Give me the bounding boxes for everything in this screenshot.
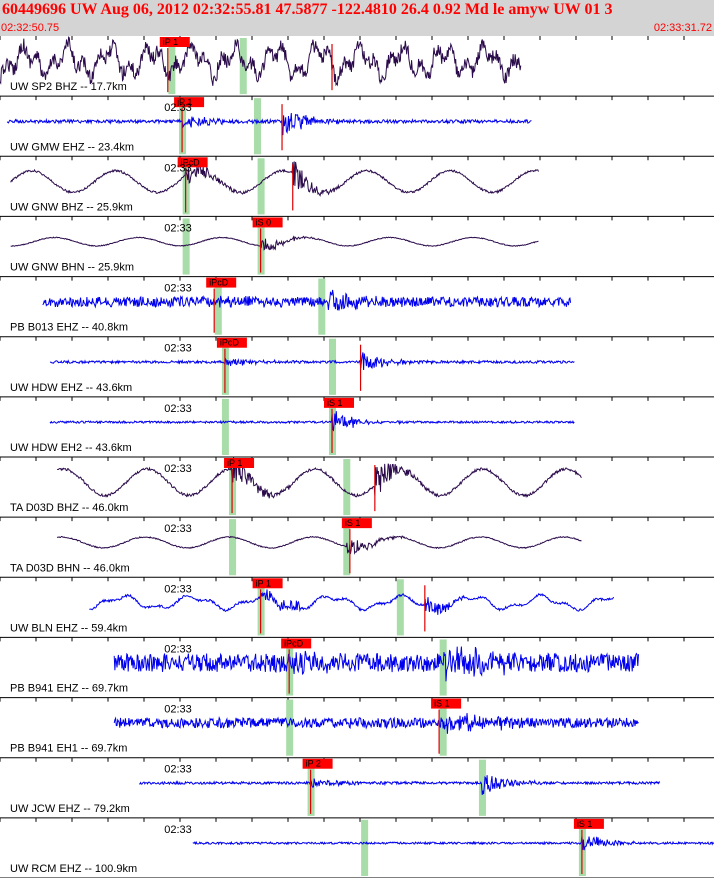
pick-box bbox=[206, 277, 237, 288]
pick-box bbox=[252, 578, 283, 589]
phase-marker bbox=[396, 579, 404, 636]
station-label: UW JCW EHZ -- 79.2km bbox=[10, 803, 130, 815]
minute-label: 02:33 bbox=[164, 704, 192, 716]
phase-marker bbox=[221, 398, 229, 455]
station-label: UW GNW BHZ -- 25.9km bbox=[10, 201, 133, 213]
waveform-trace bbox=[49, 411, 575, 432]
pick-box bbox=[252, 217, 283, 228]
waveform-trace bbox=[49, 352, 575, 371]
station-label: PB B013 EHZ -- 40.8km bbox=[10, 322, 128, 334]
waveform-trace bbox=[56, 535, 582, 555]
minute-label: 02:33 bbox=[164, 463, 192, 475]
waveform-trace bbox=[42, 289, 572, 311]
pick-label: iPcD bbox=[220, 338, 240, 348]
waveform-trace bbox=[139, 775, 661, 795]
waveform-trace bbox=[6, 112, 532, 136]
pick-label: iP 1 bbox=[163, 37, 178, 47]
pick-box bbox=[224, 458, 255, 468]
pick-label: iPcD bbox=[284, 638, 304, 648]
waveform-trace bbox=[192, 835, 714, 851]
phase-marker bbox=[229, 519, 237, 576]
phase-marker bbox=[478, 759, 486, 816]
waveform-trace bbox=[89, 589, 615, 615]
phase-marker bbox=[439, 639, 447, 696]
pick-box bbox=[174, 97, 205, 108]
minute-label: 02:33 bbox=[164, 643, 192, 655]
phase-marker bbox=[214, 278, 222, 335]
station-label: UW GMW EHZ -- 23.4km bbox=[10, 141, 134, 153]
station-label: UW HDW EHZ -- 43.6km bbox=[10, 382, 132, 394]
pick-box bbox=[281, 638, 312, 649]
pick-box bbox=[341, 518, 372, 529]
pick-label: iPcD bbox=[209, 278, 229, 288]
pick-label: iS 1 bbox=[327, 398, 343, 408]
pick-label: iS 1 bbox=[434, 699, 450, 709]
minute-label: 02:33 bbox=[164, 343, 192, 355]
station-label: UW BLN EHZ -- 59.4km bbox=[10, 622, 127, 634]
minute-label: 02:33 bbox=[164, 764, 192, 776]
phase-marker bbox=[257, 158, 265, 215]
minute-label: 02:33 bbox=[164, 523, 192, 535]
phase-marker bbox=[318, 278, 326, 335]
waveform-trace bbox=[57, 457, 582, 499]
station-label: UW HDW EH2 -- 43.6km bbox=[10, 442, 132, 454]
start-time: 02:32:50.75 bbox=[1, 22, 60, 34]
pick-box bbox=[159, 37, 190, 47]
minute-label: 02:33 bbox=[164, 824, 192, 836]
pick-label: iS 1 bbox=[345, 518, 361, 528]
minute-label: 02:33 bbox=[164, 283, 192, 295]
minute-label: 02:33 bbox=[164, 403, 192, 415]
header-bar: 60449696 UW Aug 06, 2012 02:32:55.81 47.… bbox=[0, 0, 714, 36]
waveform-trace bbox=[113, 646, 639, 682]
pick-box bbox=[324, 397, 355, 408]
phase-marker bbox=[329, 338, 337, 395]
minute-label: 02:33 bbox=[164, 162, 192, 174]
minute-label: 02:33 bbox=[164, 583, 192, 595]
waveform-trace bbox=[10, 161, 539, 197]
pick-label: iPcD bbox=[181, 157, 201, 167]
phase-marker bbox=[182, 218, 190, 275]
pick-box bbox=[302, 758, 333, 769]
waveform-trace bbox=[10, 235, 539, 251]
minute-label: 02:33 bbox=[164, 102, 192, 114]
station-label: UW RCM EHZ -- 100.9km bbox=[10, 863, 137, 875]
station-label: TA D03D BHZ -- 46.0km bbox=[10, 502, 128, 514]
pick-box bbox=[177, 157, 208, 168]
pick-label: iP 1 bbox=[256, 578, 271, 588]
waveform-trace bbox=[0, 36, 522, 87]
phase-marker bbox=[254, 98, 262, 155]
waveform-trace bbox=[113, 713, 639, 734]
end-time: 02:33:31.72 bbox=[653, 22, 712, 34]
station-label: PB B941 EH1 -- 69.7km bbox=[10, 743, 127, 755]
pick-label: iP 1 bbox=[227, 458, 242, 468]
station-label: TA D03D BHN -- 46.0km bbox=[10, 562, 130, 574]
phase-marker bbox=[286, 699, 294, 756]
pick-box bbox=[431, 698, 462, 709]
event-title: 60449696 UW Aug 06, 2012 02:32:55.81 47.… bbox=[2, 1, 613, 18]
station-label: PB B941 EHZ -- 69.7km bbox=[10, 683, 128, 695]
pick-label: iP 2 bbox=[306, 759, 321, 769]
pick-box bbox=[573, 818, 604, 829]
pick-box bbox=[216, 337, 247, 348]
phase-marker bbox=[343, 459, 351, 516]
pick-label: iS 1 bbox=[577, 819, 593, 829]
pick-label: iS 0 bbox=[256, 217, 272, 227]
pick-label: iP 1 bbox=[177, 97, 192, 107]
phase-marker bbox=[361, 819, 369, 876]
station-label: UW SP2 BHZ -- 17.7km bbox=[10, 81, 127, 93]
station-label: UW GNW BHN -- 25.9km bbox=[10, 262, 134, 274]
minute-label: 02:33 bbox=[164, 222, 192, 234]
